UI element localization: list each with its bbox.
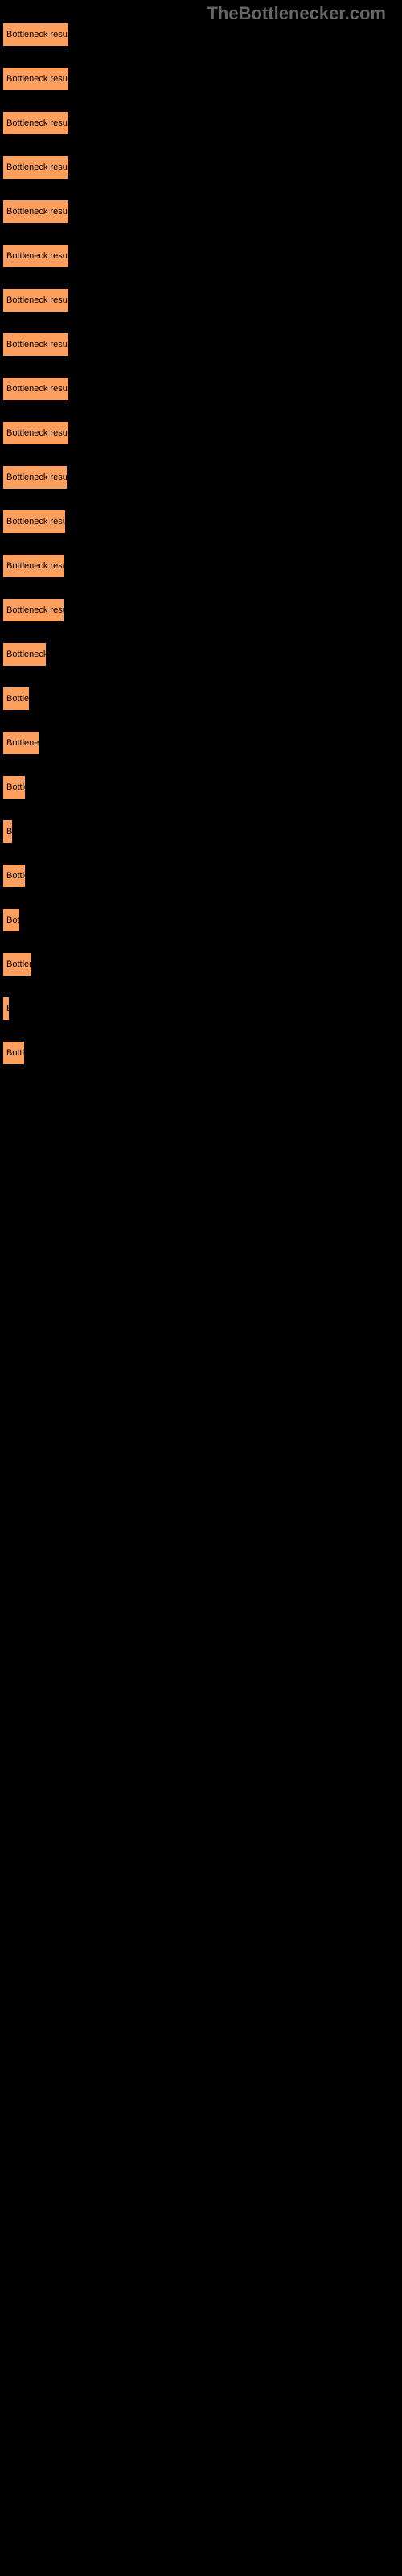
bar-row: Bottle — [2, 1041, 402, 1067]
chart-bar: Bottleneck result — [2, 332, 69, 357]
bar-row: Bottleneck result — [2, 421, 402, 447]
chart-bar: Bottleneck result — [2, 23, 69, 47]
bar-row: Bottleneck result — [2, 465, 402, 491]
bar-row: Bottleneck result — [2, 332, 402, 358]
bar-chart: Bottleneck result Bottleneck result Bottle… — [0, 0, 402, 1067]
bar-row: B — [2, 997, 402, 1022]
chart-bar: Bottleneck result — [2, 554, 65, 578]
chart-bar: Bottleneck result — [2, 510, 66, 534]
bar-row: Bottleneck result — [2, 67, 402, 93]
bar-row: Bottleneck result — [2, 111, 402, 137]
bar-row: Bottleneck — [2, 731, 402, 757]
chart-bar: Bottlene — [2, 952, 32, 976]
bar-row: Bottleneck result — [2, 200, 402, 225]
chart-bar: Bottleneck result — [2, 200, 69, 224]
bar-row: Bottleneck result — [2, 155, 402, 181]
chart-bar: Bottleneck r — [2, 642, 47, 667]
chart-bar: Bottleneck result — [2, 288, 69, 312]
chart-bar: Bottleneck result — [2, 111, 69, 135]
chart-bar: Bottleneck result — [2, 377, 69, 401]
bar-row: Bottle — [2, 775, 402, 801]
bar-row: Bott — [2, 908, 402, 934]
bar-row: Bo — [2, 819, 402, 845]
bar-row: Bottleneck result — [2, 598, 402, 624]
bar-row: Bottlen — [2, 687, 402, 712]
chart-bar: B — [2, 997, 10, 1021]
chart-bar: Bottleneck result — [2, 155, 69, 180]
bar-row: Bottlene — [2, 952, 402, 978]
chart-bar: Bottlen — [2, 687, 30, 711]
bar-row: Bottleneck result — [2, 510, 402, 535]
chart-bar: Bottle — [2, 775, 26, 799]
bar-row: Bottleneck result — [2, 244, 402, 270]
chart-bar: Bottleneck result — [2, 465, 68, 489]
chart-bar: Bottleneck result — [2, 67, 69, 91]
chart-bar: Bottle — [2, 1041, 25, 1065]
chart-bar: Bo — [2, 819, 13, 844]
chart-bar: Bottleneck result — [2, 244, 69, 268]
bar-row: Bottleneck result — [2, 288, 402, 314]
bar-row: Bottleneck result — [2, 377, 402, 402]
chart-bar: Bottleneck result — [2, 421, 69, 445]
bar-row: Bottleneck result — [2, 554, 402, 580]
bar-row: Bottle — [2, 864, 402, 890]
bar-row: Bottleneck result — [2, 23, 402, 48]
chart-bar: Bottle — [2, 864, 26, 888]
chart-bar: Bott — [2, 908, 20, 932]
bar-row: Bottleneck r — [2, 642, 402, 668]
chart-bar: Bottleneck result — [2, 598, 64, 622]
chart-bar: Bottleneck — [2, 731, 39, 755]
